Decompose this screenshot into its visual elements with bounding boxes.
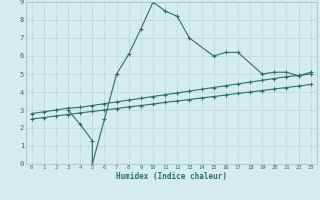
X-axis label: Humidex (Indice chaleur): Humidex (Indice chaleur)	[116, 172, 227, 181]
